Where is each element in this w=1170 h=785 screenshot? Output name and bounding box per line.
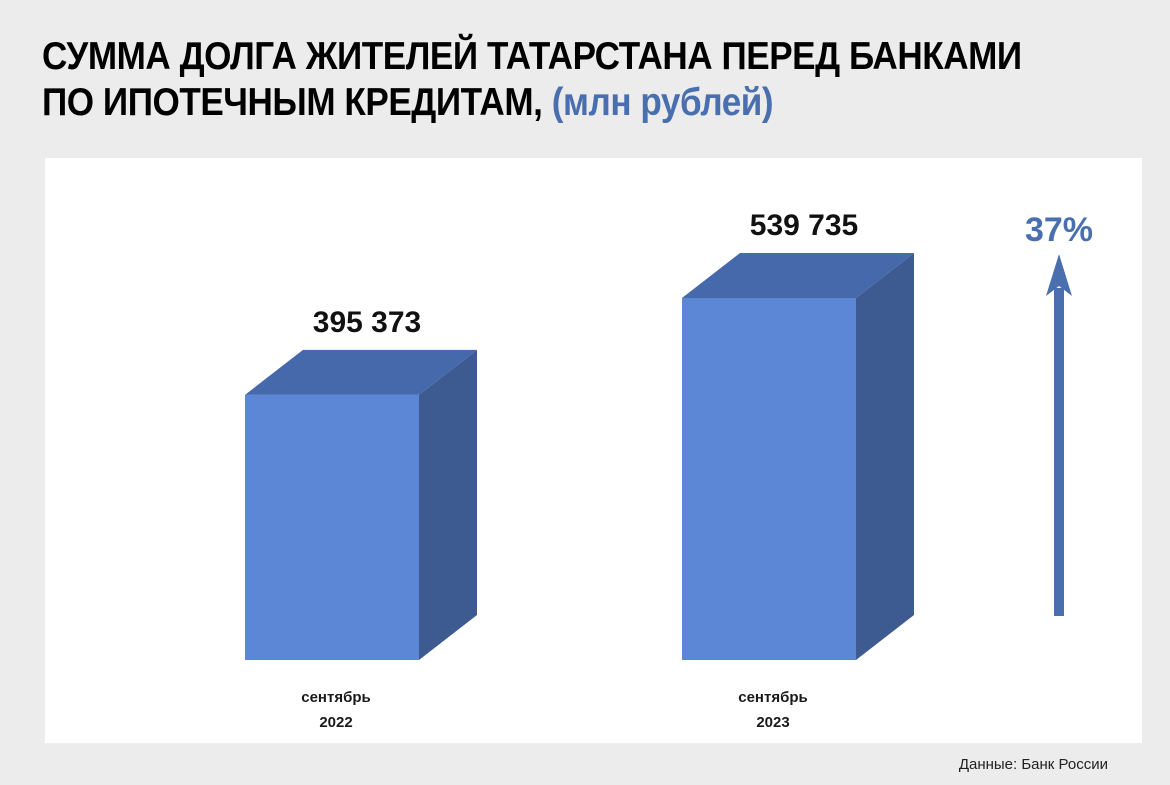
bar-1 bbox=[682, 298, 856, 660]
chart-title: СУММА ДОЛГА ЖИТЕЛЕЙ ТАТАРСТАНА ПЕРЕД БАН… bbox=[42, 34, 1032, 126]
bar-0 bbox=[245, 394, 419, 660]
data-source-note: Данные: Банк России bbox=[958, 756, 1108, 773]
category-label-1-0: сентябрь bbox=[738, 689, 808, 706]
value-label-0: 395 373 bbox=[313, 306, 421, 339]
bar-side-1 bbox=[856, 253, 914, 660]
category-label-1-1: 2023 bbox=[756, 714, 789, 731]
category-label-0-0: сентябрь bbox=[301, 689, 371, 706]
value-label-1: 539 735 bbox=[750, 209, 858, 242]
category-label-0-1: 2022 bbox=[319, 714, 352, 731]
bar-side-0 bbox=[419, 349, 477, 660]
growth-percent-label: 37% bbox=[1025, 211, 1093, 249]
chart-panel: 395 373 сентябрь 2022 539 735 сентябрь 2023 37… bbox=[45, 158, 1142, 743]
bar-top-1 bbox=[682, 253, 914, 298]
chart-title-main: СУММА ДОЛГА ЖИТЕЛЕЙ ТАТАРСТАНА ПЕРЕД БАН… bbox=[42, 35, 1022, 124]
chart-title-unit: (млн рублей) bbox=[551, 81, 774, 124]
bar-chart: 395 373 сентябрь 2022 539 735 сентябрь 2023 37… bbox=[245, 209, 1093, 731]
growth-arrow-shaft bbox=[1054, 288, 1064, 616]
bar-top-0 bbox=[245, 349, 477, 395]
growth-arrow-head bbox=[1046, 254, 1072, 296]
